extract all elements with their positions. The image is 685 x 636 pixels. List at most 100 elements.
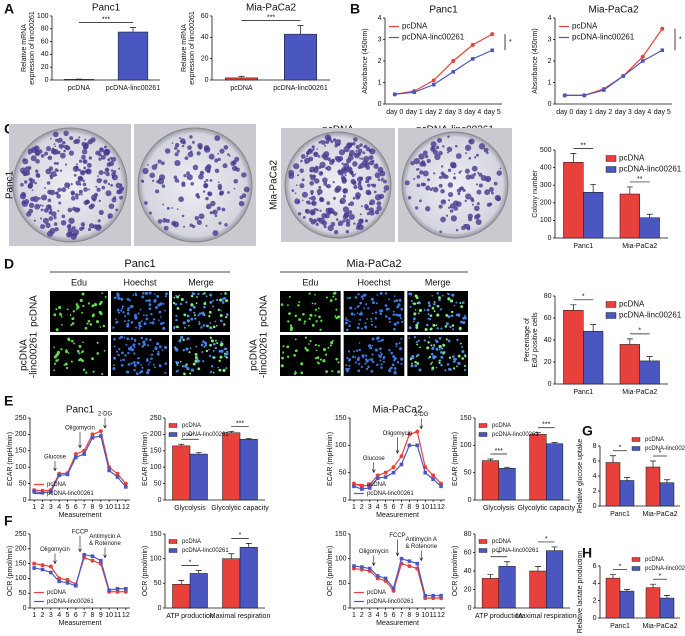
x-axis-label: Measurement <box>59 512 102 519</box>
y-tick-label: 1 <box>548 79 552 86</box>
colony <box>296 174 300 177</box>
cell <box>447 297 451 301</box>
colony <box>345 218 351 224</box>
cell <box>61 324 63 326</box>
cell <box>210 327 213 330</box>
colony <box>299 168 304 174</box>
y-tick-label: 100 <box>150 556 162 563</box>
cell <box>356 326 360 330</box>
error-bar <box>228 553 235 559</box>
cell <box>164 371 167 374</box>
y-axis-label: Colony number <box>532 170 539 218</box>
cell <box>367 307 370 310</box>
legend-swatch <box>478 539 488 544</box>
colony <box>433 172 436 175</box>
colony <box>293 163 300 170</box>
colony <box>67 207 73 213</box>
colony <box>301 178 305 182</box>
colony <box>344 174 347 177</box>
cell <box>360 295 364 298</box>
colony <box>157 219 163 224</box>
colony <box>28 166 32 170</box>
colony <box>355 226 360 230</box>
cell <box>175 318 178 322</box>
cell <box>67 352 70 354</box>
x-tick-label: 2 <box>360 504 364 511</box>
cell <box>131 305 134 308</box>
cell <box>225 313 229 316</box>
legend-label: pcDNA <box>182 539 201 545</box>
cell <box>450 314 454 318</box>
colony <box>372 183 377 188</box>
colony <box>375 163 378 166</box>
cell <box>337 370 341 374</box>
cell <box>120 364 124 367</box>
cell <box>78 344 82 348</box>
chart-title: Panc1 <box>429 5 458 16</box>
cell <box>358 348 361 352</box>
cell <box>401 320 404 323</box>
x-tick-label: 5 <box>66 612 70 619</box>
colony <box>438 175 443 180</box>
point <box>90 558 95 563</box>
cell <box>118 354 121 357</box>
y-tick-label: 4 <box>378 15 382 22</box>
series-line <box>394 33 493 95</box>
error-bar <box>195 452 202 455</box>
colony <box>418 199 422 203</box>
point <box>391 465 396 470</box>
cell <box>159 302 163 306</box>
colony <box>84 138 87 141</box>
x-tick-label: 4 <box>57 504 61 511</box>
y-tick-label: 50 <box>154 580 162 587</box>
cell <box>408 337 411 339</box>
cell <box>214 346 217 350</box>
error-bar <box>487 458 494 461</box>
point <box>99 558 103 563</box>
injection-arrow <box>53 460 57 472</box>
cell <box>95 320 100 324</box>
cell <box>70 323 73 326</box>
y-tick-label: 250 <box>15 415 27 422</box>
cell <box>380 352 383 356</box>
cell <box>198 322 201 325</box>
cell <box>384 292 388 295</box>
cell <box>395 342 398 346</box>
colony <box>357 165 362 170</box>
cell <box>194 356 198 359</box>
cell <box>318 315 321 319</box>
point <box>375 476 380 480</box>
colony <box>357 182 362 187</box>
colony <box>61 214 66 219</box>
cell <box>462 321 466 325</box>
y-tick-label: 150 <box>15 448 27 455</box>
cell <box>59 313 62 316</box>
cell <box>124 354 127 357</box>
colony <box>155 189 160 194</box>
colony <box>82 182 87 187</box>
cell <box>176 325 179 329</box>
y-tick-label: 250 <box>15 531 27 538</box>
cell <box>186 319 190 323</box>
y-axis-label: expression of linc00261 <box>189 11 196 85</box>
error-bar <box>504 466 511 469</box>
legend-swatch <box>478 423 488 428</box>
colony <box>222 163 228 169</box>
cell <box>459 302 462 304</box>
colony <box>452 176 457 180</box>
colony <box>183 225 186 228</box>
cell <box>400 362 403 365</box>
error-bar <box>664 595 670 599</box>
cell <box>162 327 165 330</box>
point <box>40 567 45 572</box>
colony <box>341 178 347 184</box>
colony <box>319 171 323 175</box>
legend-swatch <box>605 155 617 162</box>
point <box>360 565 364 569</box>
cell <box>96 341 99 344</box>
image-column-label: Merge <box>188 277 214 287</box>
colony <box>342 219 346 223</box>
cell <box>206 324 209 328</box>
colony <box>321 140 326 145</box>
colony <box>97 219 101 223</box>
